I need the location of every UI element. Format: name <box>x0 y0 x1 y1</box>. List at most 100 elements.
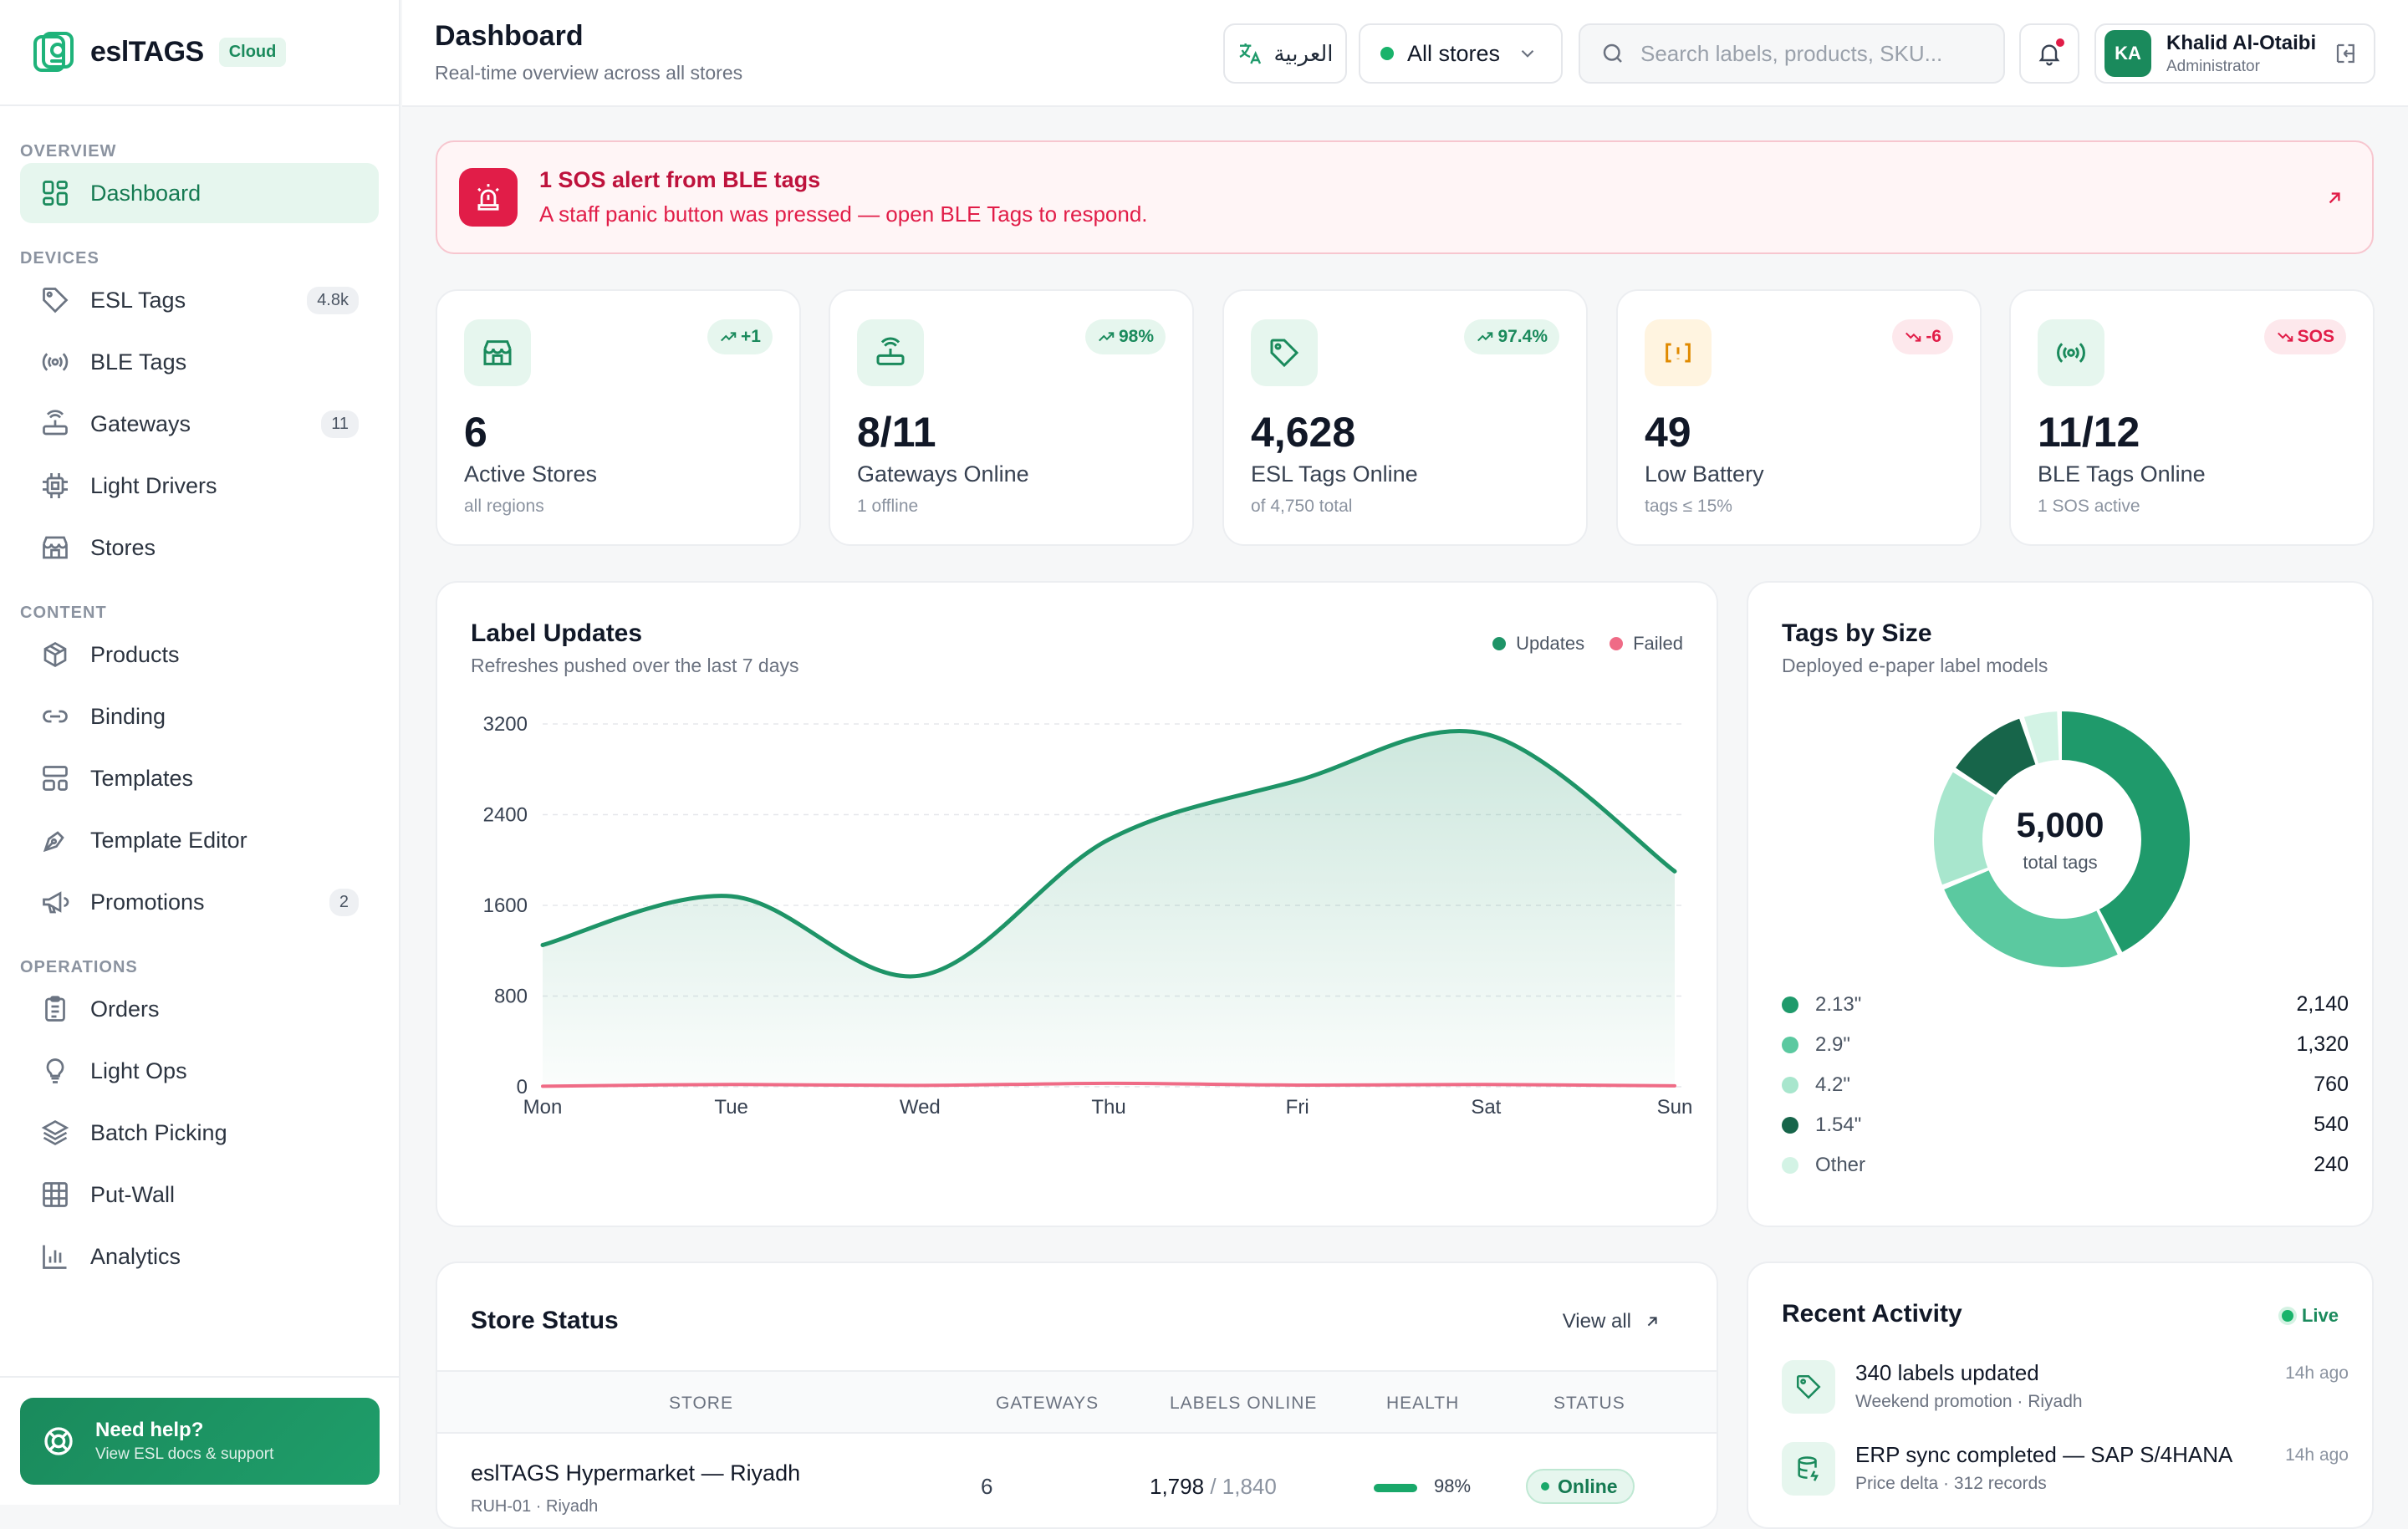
size-label: 2.9" <box>1815 1032 1850 1056</box>
language-label: العربية <box>1273 40 1334 66</box>
store-select[interactable]: All stores <box>1359 23 1563 84</box>
legend-label: Failed <box>1633 633 1683 654</box>
grid-icon <box>40 1180 70 1210</box>
lifebuoy-icon <box>44 1427 73 1455</box>
sidebar-item-light-ops[interactable]: Light Ops <box>20 1041 379 1101</box>
stat-value: 11/12 <box>2038 409 2140 456</box>
user-menu[interactable]: KA Khalid Al-Otaibi Administrator <box>2094 23 2375 84</box>
stat-value: 8/11 <box>857 409 936 456</box>
store-code: RUH-01 · Riyadh <box>471 1497 599 1516</box>
size-label: Other <box>1815 1153 1866 1176</box>
size-label: 4.2" <box>1815 1073 1850 1096</box>
trend-up-icon <box>1477 332 1493 342</box>
sidebar-item-analytics[interactable]: Analytics <box>20 1226 379 1287</box>
labels-total: / 1,840 <box>1210 1474 1277 1499</box>
stat-card-low-battery[interactable]: -6 49 Low Battery tags ≤ 15% <box>1616 289 1982 546</box>
layout-icon <box>40 763 70 793</box>
status-badge: Online <box>1526 1469 1635 1504</box>
tag-icon <box>1251 319 1318 386</box>
series-line-failed <box>541 1081 1676 1088</box>
notifications-button[interactable] <box>2019 23 2079 84</box>
column-header: LABELS ONLINE <box>1170 1394 1318 1413</box>
view-all-label: View all <box>1562 1310 1631 1333</box>
stat-card-active-stores[interactable]: +1 6 Active Stores all regions <box>436 289 801 546</box>
stat-value: 6 <box>464 409 487 456</box>
size-label: 2.13" <box>1815 992 1862 1016</box>
legend-label: Updates <box>1516 633 1585 654</box>
x-tick-label: Mon <box>523 1096 563 1119</box>
activity-title: ERP sync completed — SAP S/4HANA <box>1855 1442 2233 1467</box>
sidebar-item-stores[interactable]: Stores <box>20 517 379 578</box>
tag-icon <box>1782 1360 1835 1414</box>
trend-value: SOS <box>2297 327 2334 346</box>
table-header: STORE GATEWAYS LABELS ONLINE HEALTH STAT… <box>437 1370 1717 1434</box>
stat-card-gateways-online[interactable]: 98% 8/11 Gateways Online 1 offline <box>829 289 1194 546</box>
store-name: eslTAGS Hypermarket — Riyadh <box>471 1460 801 1486</box>
trend-value: -6 <box>1926 327 1941 346</box>
search-bar[interactable] <box>1579 23 2005 84</box>
y-tick-label: 2400 <box>483 804 528 827</box>
sidebar-item-esl-tags[interactable]: ESL Tags 4.8k <box>20 270 379 330</box>
panel-title: Recent Activity <box>1782 1300 1962 1328</box>
sidebar-item-dashboard[interactable]: Dashboard <box>20 163 379 223</box>
arrow-up-right-icon <box>1647 1317 1657 1327</box>
size-legend-row: 1.54" 540 <box>1782 1113 2349 1137</box>
sidebar-item-ble-tags[interactable]: BLE Tags <box>20 332 379 392</box>
box-icon <box>40 640 70 670</box>
sidebar-item-binding[interactable]: Binding <box>20 686 379 747</box>
user-role: Administrator <box>2166 57 2260 75</box>
donut-slice <box>1934 711 2190 967</box>
stat-subtext: all regions <box>464 497 544 516</box>
size-count: 760 <box>2314 1073 2349 1096</box>
legend-item-failed: Failed <box>1610 633 1683 655</box>
bell-icon <box>2038 44 2060 66</box>
series-area-updates <box>543 731 1675 1087</box>
size-legend-row: 2.9" 1,320 <box>1782 1032 2349 1057</box>
sidebar-item-orders[interactable]: Orders <box>20 979 379 1039</box>
x-tick-label: Fri <box>1286 1096 1309 1119</box>
sidebar-item-batch-picking[interactable]: Batch Picking <box>20 1103 379 1163</box>
sidebar-item-template-editor[interactable]: Template Editor <box>20 810 379 870</box>
help-card[interactable]: Need help? View ESL docs & support <box>20 1398 380 1485</box>
trend-badge: 98% <box>1084 319 1166 354</box>
count-badge: 2 <box>329 888 359 916</box>
sidebar-item-label: Products <box>90 641 180 667</box>
language-toggle-button[interactable]: العربية <box>1223 23 1347 84</box>
store-icon <box>40 533 70 563</box>
status-dot <box>1380 47 1394 60</box>
sidebar-item-put-wall[interactable]: Put-Wall <box>20 1165 379 1225</box>
brand: eslTAGS Cloud <box>0 0 399 106</box>
sidebar-item-light-drivers[interactable]: Light Drivers <box>20 456 379 516</box>
user-name: Khalid Al-Otaibi <box>2166 31 2317 54</box>
clipboard-icon <box>40 994 70 1024</box>
stat-card-ble-tags-online[interactable]: SOS 11/12 BLE Tags Online 1 SOS active <box>2009 289 2375 546</box>
stat-value: 4,628 <box>1251 409 1356 456</box>
router-icon <box>857 319 924 386</box>
layers-icon <box>40 1118 70 1148</box>
health-bar <box>1374 1484 1417 1492</box>
stat-card-esl-tags-online[interactable]: 97.4% 4,628 ESL Tags Online of 4,750 tot… <box>1222 289 1588 546</box>
trend-up-icon <box>721 332 737 342</box>
sidebar-item-promotions[interactable]: Promotions 2 <box>20 872 379 932</box>
divider <box>0 1376 400 1378</box>
broadcast-icon <box>40 347 70 377</box>
megaphone-icon <box>40 887 70 917</box>
column-header: GATEWAYS <box>996 1394 1099 1413</box>
nav-heading-content: CONTENT <box>20 604 107 622</box>
sidebar-item-templates[interactable]: Templates <box>20 748 379 808</box>
size-legend-row: 2.13" 2,140 <box>1782 992 2349 1017</box>
logout-icon[interactable] <box>2334 41 2359 66</box>
sos-alert-banner[interactable]: 1 SOS alert from BLE tags A staff panic … <box>436 140 2374 254</box>
search-input[interactable] <box>1640 40 1975 67</box>
table-row[interactable]: eslTAGS Hypermarket — Riyadh RUH-01 · Ri… <box>437 1435 1717 1527</box>
activity-item[interactable]: ERP sync completed — SAP S/4HANA Price d… <box>1782 1442 2349 1509</box>
sidebar-item-gateways[interactable]: Gateways 11 <box>20 394 379 454</box>
notification-dot <box>2054 37 2066 48</box>
activity-item[interactable]: 340 labels updated Weekend promotion · R… <box>1782 1360 2349 1427</box>
sidebar-item-label: Analytics <box>90 1243 181 1269</box>
x-tick-label: Thu <box>1091 1096 1125 1119</box>
view-all-link[interactable]: View all <box>1563 1310 1661 1333</box>
sidebar-item-products[interactable]: Products <box>20 624 379 685</box>
recent-activity-panel: Recent Activity Live 340 labels updated … <box>1747 1261 2374 1529</box>
